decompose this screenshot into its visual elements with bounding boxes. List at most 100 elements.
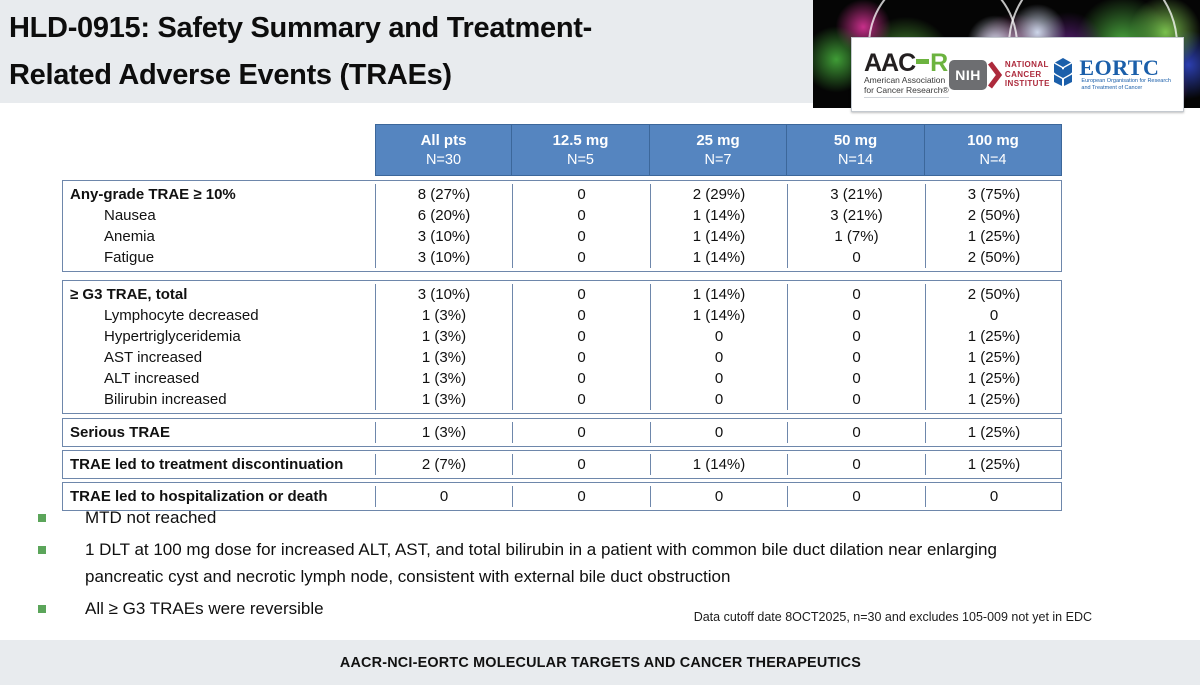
- table-section: Serious TRAE 1 (3%) 0 0 0 1 (25%): [62, 418, 1062, 447]
- row-label: Bilirubin increased: [104, 391, 227, 408]
- column-header: All pts N=30: [375, 124, 512, 176]
- bullet-square-icon: [38, 605, 46, 613]
- conference-footer-text: AACR-NCI-EORTC MOLECULAR TARGETS AND CAN…: [339, 654, 861, 671]
- row-label: Hypertriglyceridemia: [104, 328, 241, 345]
- cell-value: 0: [787, 368, 925, 389]
- footer-bar: AACR-NCI-EORTC MOLECULAR TARGETS AND CAN…: [0, 640, 1200, 685]
- cell-value: 0: [512, 284, 650, 305]
- cell-value: 0: [512, 326, 650, 347]
- cell-value: 2 (50%): [925, 205, 1062, 226]
- bullet-text: MTD not reached: [85, 508, 217, 527]
- eortc-subtitle-line1: European Organisation for Research: [1081, 78, 1171, 84]
- aacr-subtitle-line2: for Cancer Research®: [864, 85, 949, 98]
- cell-value: 6 (20%): [375, 205, 512, 226]
- cell-value: 0: [787, 326, 925, 347]
- cell-value: 0: [650, 486, 787, 507]
- aacr-wordmark-black: AAC: [864, 49, 916, 77]
- row-label: Fatigue: [104, 249, 155, 266]
- cell-value: 0: [787, 305, 925, 326]
- nci-text-line1: NATIONAL: [1004, 60, 1049, 70]
- cell-value: 3 (21%): [787, 205, 925, 226]
- header-spacer: [62, 124, 375, 176]
- cell-value: 2 (50%): [925, 247, 1062, 268]
- nih-chevron-icon: [987, 61, 1002, 89]
- column-header-label: 50 mg: [833, 132, 878, 149]
- table-section: TRAE led to treatment discontinuation 2 (…: [62, 450, 1062, 479]
- table-section: Any-grade TRAE ≥ 10% 8 (27%) 0 2 (29%) 3 (21…: [62, 180, 1062, 272]
- row-label: Nausea: [104, 207, 156, 224]
- column-header: 100 mg N=4: [925, 124, 1062, 176]
- cell-value: 1 (14%): [650, 247, 787, 268]
- cell-value: 1 (25%): [925, 326, 1062, 347]
- column-header: 25 mg N=7: [650, 124, 787, 176]
- nci-text-line3: INSTITUTE: [1004, 79, 1050, 89]
- cell-value: 1 (25%): [925, 226, 1062, 247]
- cell-value: 0: [512, 486, 650, 507]
- table-section: ≥ G3 TRAE, total 3 (10%) 0 1 (14%) 0 2 (50%) L…: [62, 280, 1062, 414]
- nci-text-line2: CANCER: [1004, 69, 1042, 79]
- cell-value: 0: [650, 326, 787, 347]
- cell-value: 1 (14%): [650, 205, 787, 226]
- cell-value: 0: [512, 305, 650, 326]
- row-label: Any-grade TRAE ≥ 10%: [70, 186, 236, 203]
- column-header-label: 12.5 mg: [552, 132, 609, 149]
- aacr-logo: AAC R American Association for Cancer Res…: [864, 51, 949, 98]
- column-header-label: All pts: [420, 132, 467, 149]
- safety-table: All pts N=30 12.5 mg N=5 25 mg N=7 50 mg N=14 10…: [62, 124, 1062, 511]
- column-header-n: N=5: [566, 152, 594, 168]
- cell-value: 1 (3%): [375, 389, 512, 410]
- cell-value: 1 (14%): [650, 305, 787, 326]
- row-label: TRAE led to treatment discontinuation: [70, 456, 344, 473]
- cell-value: 0: [512, 205, 650, 226]
- bullet-item: All ≥ G3 TRAEs were reversible: [38, 595, 1078, 622]
- row-label: Anemia: [104, 228, 155, 245]
- nih-nci-logo: NIH NATIONAL CANCER INSTITUTE: [949, 59, 1050, 90]
- table-sections: Any-grade TRAE ≥ 10% 8 (27%) 0 2 (29%) 3 (21…: [62, 180, 1062, 511]
- nci-text: NATIONAL CANCER INSTITUTE: [1005, 60, 1050, 89]
- column-header-label: 25 mg: [696, 132, 740, 149]
- cell-value: 0: [512, 454, 650, 475]
- cell-value: 0: [512, 226, 650, 247]
- bullet-item: MTD not reached: [38, 504, 1078, 531]
- cell-value: 0: [512, 422, 650, 443]
- cell-value: 1 (25%): [925, 422, 1062, 443]
- conference-logo-box: AAC R American Association for Cancer Res…: [851, 37, 1184, 112]
- cell-value: 3 (21%): [787, 184, 925, 205]
- cell-value: 0: [512, 184, 650, 205]
- cell-value: 1 (14%): [650, 454, 787, 475]
- cell-value: 3 (75%): [925, 184, 1062, 205]
- aacr-wordmark-green: R: [930, 49, 948, 77]
- slide-title-line2: Related Adverse Events (TRAEs): [9, 59, 452, 91]
- cell-value: 0: [375, 486, 512, 507]
- aacr-wordmark: AAC R: [864, 49, 949, 77]
- cell-value: 2 (7%): [375, 454, 512, 475]
- slide-title: HLD-0915: Safety Summary and Treatment- …: [9, 5, 592, 99]
- cell-value: 3 (10%): [375, 284, 512, 305]
- column-header-label: 100 mg: [967, 132, 1019, 149]
- cell-value: 1 (25%): [925, 368, 1062, 389]
- cell-value: 1 (25%): [925, 454, 1062, 475]
- cell-value: 0: [787, 389, 925, 410]
- cell-value: 0: [787, 454, 925, 475]
- row-label: Serious TRAE: [70, 424, 171, 441]
- cell-value: 1 (3%): [375, 305, 512, 326]
- eortc-logo: EORTC European Organisation for Research…: [1050, 57, 1171, 92]
- column-header-n: N=7: [704, 152, 732, 168]
- cell-value: 0: [650, 368, 787, 389]
- cell-value: 0: [650, 389, 787, 410]
- bullet-list: MTD not reached 1 DLT at 100 mg dose for …: [38, 504, 1078, 627]
- cell-value: 1 (3%): [375, 326, 512, 347]
- cell-value: 0: [650, 422, 787, 443]
- cell-value: 1 (3%): [375, 347, 512, 368]
- eortc-cubes-icon: [1050, 57, 1076, 92]
- column-header: 12.5 mg N=5: [512, 124, 650, 176]
- cell-value: 3 (10%): [375, 247, 512, 268]
- cell-value: 2 (50%): [925, 284, 1062, 305]
- column-header-n: N=30: [425, 152, 462, 168]
- eortc-subtitle-line2: and Treatment of Cancer: [1081, 84, 1143, 91]
- bullet-text: 1 DLT at 100 mg dose for increased ALT, …: [85, 540, 997, 586]
- column-header: 50 mg N=14: [787, 124, 925, 176]
- cell-value: 0: [787, 284, 925, 305]
- cell-value: 0: [787, 247, 925, 268]
